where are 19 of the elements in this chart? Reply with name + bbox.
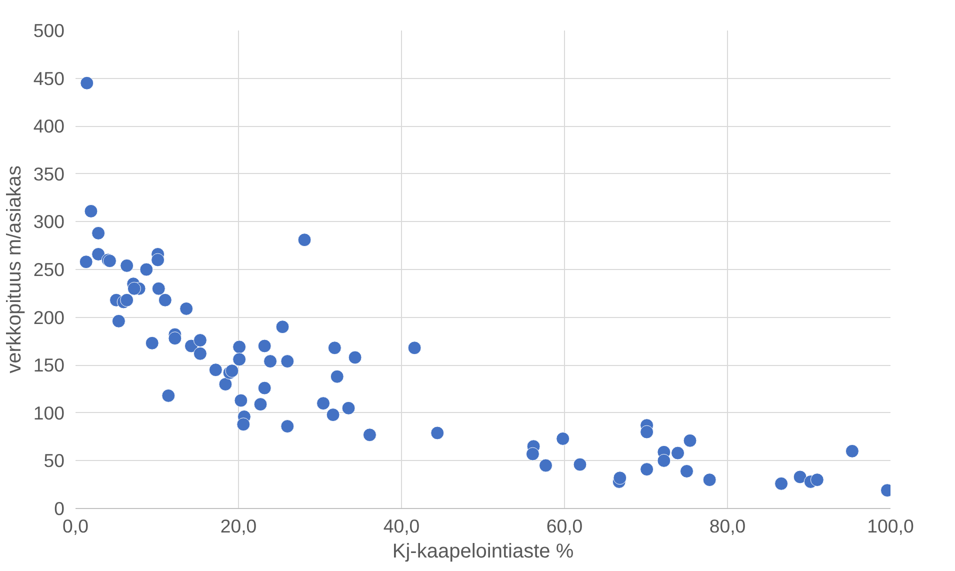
x-tick-label: 100,0 <box>867 516 914 536</box>
x-tick-label: 60,0 <box>546 516 583 536</box>
x-tick-label: 0,0 <box>62 516 88 536</box>
x-axis-title: Kj-kaapelointiaste % <box>392 540 574 562</box>
y-tick-label: 150 <box>33 354 65 376</box>
y-tick-label: 250 <box>33 259 65 280</box>
y-tick-label: 500 <box>33 20 65 41</box>
y-tick-label: 300 <box>33 211 65 232</box>
y-tick-label: 400 <box>33 116 65 137</box>
y-axis-title: verkkopituus m/asiakas <box>3 166 26 374</box>
y-tick-label: 0 <box>54 498 65 519</box>
x-tick-label: 20,0 <box>220 516 257 536</box>
y-tick-label: 50 <box>44 450 65 472</box>
y-tick-label: 200 <box>33 306 65 328</box>
y-tick-label: 450 <box>33 68 65 89</box>
y-tick-label: 100 <box>33 402 65 424</box>
x-tick-label: 80,0 <box>709 516 746 536</box>
y-tick-label: 350 <box>33 163 65 184</box>
x-tick-label: 40,0 <box>383 516 420 536</box>
